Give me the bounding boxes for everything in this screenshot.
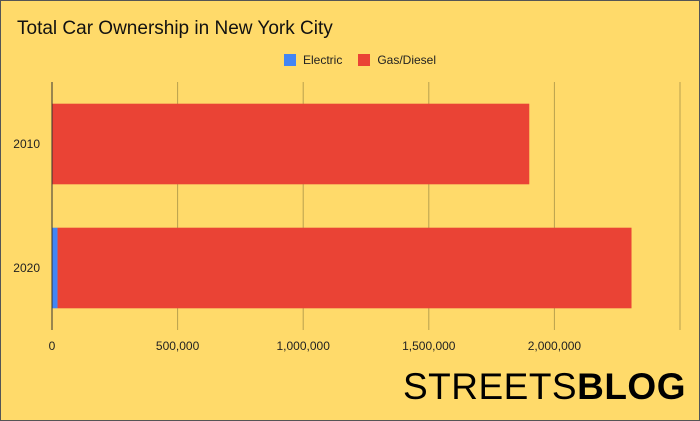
x-tick-label-0: 0 [49, 339, 56, 353]
y-tick-label-2020: 2020 [13, 261, 40, 275]
streetsblog-logo: STREETSBLOG [403, 366, 686, 408]
bar-2020-electric [52, 227, 58, 309]
x-tick-label-2: 1,000,000 [277, 339, 331, 353]
legend-swatch-electric [283, 54, 296, 66]
x-tick-label-4: 2,000,000 [528, 339, 582, 353]
logo-part-2: BLOG [577, 366, 686, 407]
bar-2020-gas-diesel [57, 227, 632, 309]
bar-2010-gas-diesel [52, 103, 530, 185]
legend-item-electric: Electric [283, 53, 343, 67]
x-tick-label-3: 1,500,000 [402, 339, 456, 353]
chart-legend: Electric Gas/Diesel [0, 53, 700, 67]
y-tick-label-2010: 2010 [13, 137, 40, 151]
logo-part-1: STREETS [402, 366, 578, 407]
legend-swatch-gas-diesel [358, 54, 371, 66]
legend-item-gas-diesel: Gas/Diesel [358, 53, 436, 67]
legend-label-electric: Electric [302, 53, 343, 67]
x-tick-label-1: 500,000 [156, 339, 200, 353]
legend-label-gas-diesel: Gas/Diesel [377, 53, 437, 67]
chart-title: Total Car Ownership in New York City [17, 18, 333, 39]
